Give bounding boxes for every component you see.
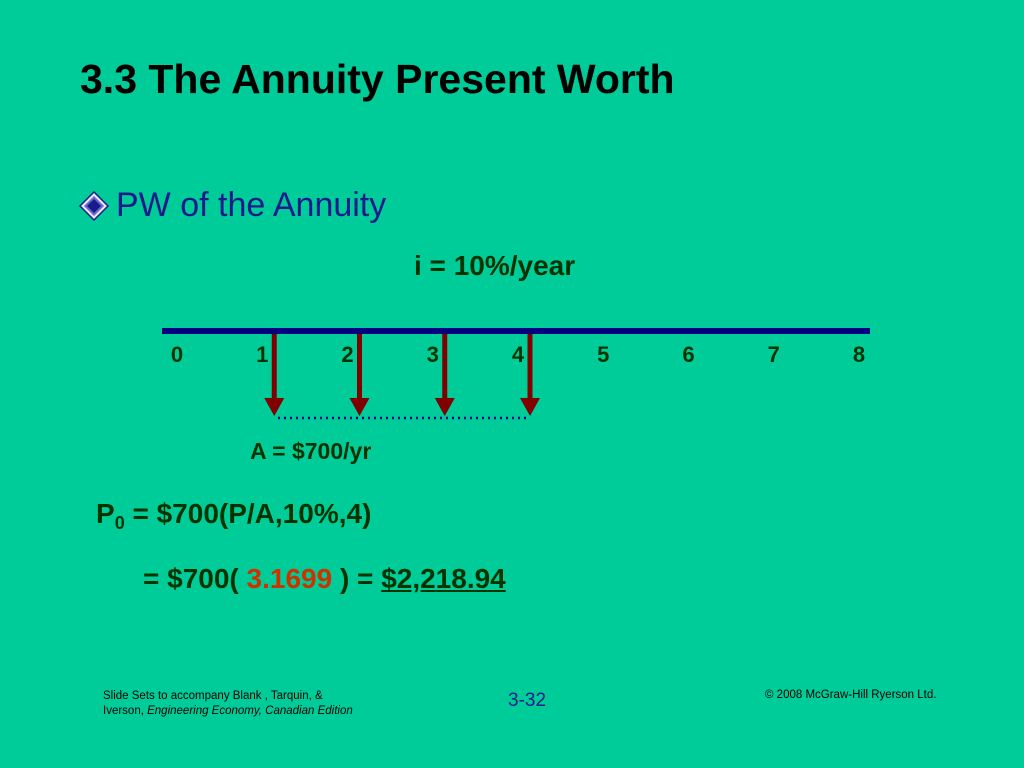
time-label-6: 6 [682, 342, 695, 367]
present-worth-result: $2,218.94 [381, 563, 506, 594]
cash-flow-arrowhead-2 [349, 398, 370, 416]
bullet-item: PW of the Annuity [78, 186, 386, 225]
annuity-amount-label: A = $700/yr [250, 438, 372, 464]
time-label-1: 1 [256, 342, 269, 367]
time-label-8: 8 [852, 342, 866, 367]
slide-number: 3-32 [508, 690, 547, 711]
cash-flow-arrows [264, 334, 540, 416]
time-label-5: 5 [597, 342, 610, 367]
equation-line-2: = $700( 3.1699 ) = $2,218.94 [143, 563, 506, 595]
equation-line-1: P0 = $700(P/A,10%,4) [96, 498, 371, 534]
footer-copyright: © 2008 McGraw-Hill Ryerson Ltd. [765, 689, 937, 701]
equation-2-middle: ) = [332, 563, 382, 594]
pa-factor-value: 3.1699 [246, 563, 333, 594]
time-label-7: 7 [767, 342, 780, 367]
present-worth-symbol: P [96, 498, 115, 529]
cash-flow-arrowhead-3 [434, 398, 455, 416]
footer-credits-line-2: Iverson, Engineering Economy, Canadian E… [103, 704, 353, 719]
footer-credits-line-1: Slide Sets to accompany Blank , Tarquin,… [103, 690, 323, 702]
time-label-4: 4 [511, 342, 525, 367]
time-label-3: 3 [426, 342, 439, 367]
cash-flow-arrowhead-4 [520, 398, 540, 416]
slide-title: 3.3 The Annuity Present Worth [80, 56, 675, 102]
footer-credits: Slide Sets to accompany Blank , Tarquin,… [103, 689, 353, 719]
bullet-text: PW of the Annuity [116, 186, 387, 224]
equation-1-expression: = $700(P/A,10%,4) [124, 498, 372, 529]
cash-flow-arrowhead-1 [264, 398, 285, 416]
diamond-bullet-icon [78, 190, 110, 221]
footer-book-title: Engineering Economy, Canadian Edition [147, 705, 353, 717]
footer-authors: Iverson, [103, 705, 148, 717]
time-label-2: 2 [341, 342, 354, 367]
present-worth-subscript: 0 [114, 513, 125, 533]
equation-2-prefix: = $700( [143, 563, 247, 594]
interest-rate-label: i = 10%/year [414, 250, 576, 281]
time-label-0: 0 [170, 342, 184, 367]
